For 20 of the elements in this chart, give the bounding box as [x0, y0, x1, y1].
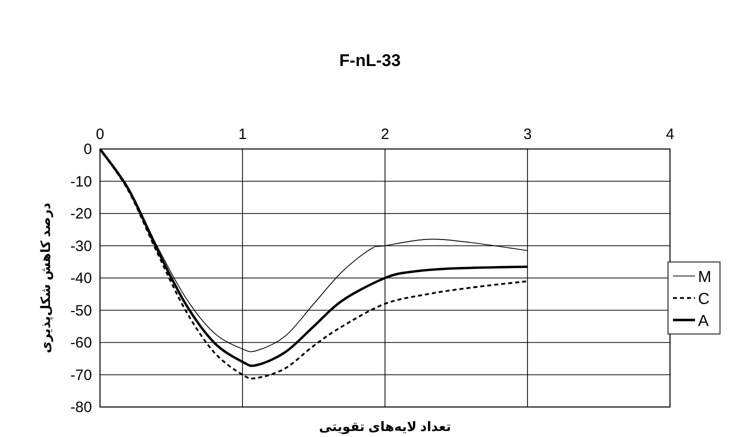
legend-label: A — [698, 313, 709, 330]
y-tick-label: -50 — [70, 302, 92, 320]
y-tick-label: -20 — [70, 206, 92, 222]
chart-title: F-nL-33 — [339, 51, 401, 70]
x-tick-label: 0 — [96, 126, 104, 143]
y-tick-label: -10 — [70, 173, 92, 190]
y-tick-label: 0 — [84, 141, 92, 158]
y-tick-label: -70 — [70, 366, 92, 384]
y-tick-label: -40 — [70, 270, 92, 287]
x-tick-label: 1 — [238, 126, 247, 143]
x-tick-label: 2 — [380, 126, 390, 143]
y-tick-label: -30 — [70, 238, 92, 255]
y-axis-title: درصد کاهش شکل‌پذیری — [38, 202, 54, 354]
legend-label: C — [698, 291, 710, 308]
x-tick-label: 4 — [666, 126, 674, 143]
y-tick-label: -80 — [70, 399, 92, 416]
x-axis-title: تعداد لایه‌های تقویتی — [318, 419, 452, 435]
legend-label: M — [698, 269, 712, 286]
x-tick-label: 3 — [523, 126, 532, 143]
y-tick-label: -60 — [70, 334, 92, 352]
